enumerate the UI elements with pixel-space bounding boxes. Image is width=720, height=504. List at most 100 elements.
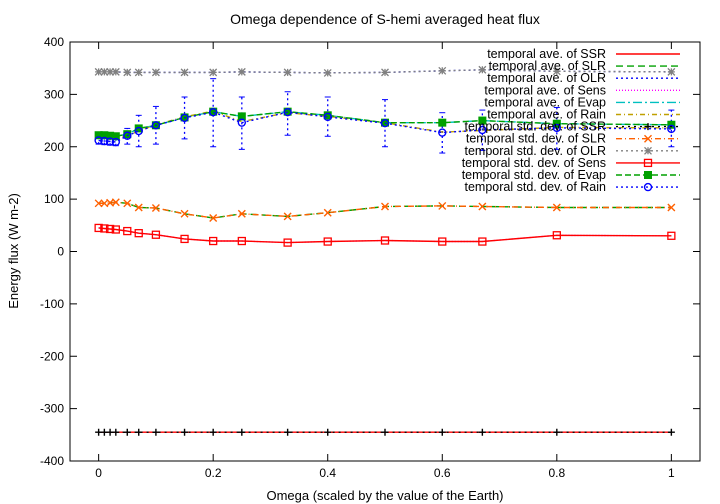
- data-point: [152, 428, 160, 436]
- data-point: [552, 123, 562, 133]
- data-point: [208, 107, 218, 117]
- legend-marker: [644, 123, 652, 131]
- data-point: [123, 131, 132, 140]
- data-point: [237, 67, 246, 76]
- data-point: [209, 213, 218, 222]
- y-tick-label: 0: [57, 245, 64, 259]
- data-point: [123, 226, 132, 236]
- data-point: [478, 65, 487, 74]
- legend-label: temporal ave. of OLR: [487, 71, 606, 85]
- legend-label: temporal ave. of Rain: [487, 108, 606, 122]
- data-point: [111, 132, 120, 141]
- data-point: [151, 204, 160, 213]
- data-point: [323, 68, 332, 77]
- series-1: [98, 201, 672, 219]
- data-point: [283, 107, 292, 117]
- y-tick-label: -100: [40, 297, 64, 311]
- data-point: [667, 67, 676, 76]
- x-tick-label: 0.8: [548, 466, 565, 480]
- data-point: [123, 199, 132, 208]
- y-tick-label: -200: [40, 349, 64, 363]
- data-point: [105, 137, 115, 146]
- data-point: [438, 128, 447, 137]
- data-point: [180, 68, 189, 77]
- x-tick-label: 0.4: [319, 466, 336, 480]
- legend-marker: [644, 146, 652, 155]
- data-point: [380, 118, 390, 128]
- data-point: [105, 224, 115, 234]
- data-point: [123, 68, 132, 77]
- data-point: [438, 428, 446, 436]
- data-point: [151, 230, 161, 239]
- x-tick-label: 0.6: [434, 466, 451, 480]
- data-point: [238, 428, 246, 436]
- data-point: [94, 67, 103, 76]
- legend-marker: [643, 182, 653, 192]
- y-tick-label: -300: [40, 402, 64, 416]
- series-9: [94, 223, 676, 247]
- data-point: [323, 208, 332, 217]
- series-8: [94, 65, 676, 77]
- data-point: [135, 428, 143, 436]
- series-6: [95, 428, 675, 436]
- x-tick-label: 0: [95, 466, 102, 480]
- legend-label: temporal std. dev. of Rain: [464, 180, 606, 194]
- legend-label: temporal std. dev. of SSR: [465, 120, 607, 134]
- data-point: [209, 236, 218, 246]
- data-point: [438, 201, 447, 210]
- data-point: [283, 212, 292, 221]
- data-point: [134, 68, 143, 77]
- data-point: [94, 223, 103, 233]
- data-point: [667, 203, 676, 212]
- data-point: [180, 113, 189, 123]
- data-point: [380, 236, 390, 245]
- data-point: [151, 68, 160, 77]
- data-point: [478, 237, 487, 246]
- legend-label: temporal ave. of SLR: [489, 59, 606, 73]
- data-point: [667, 124, 676, 134]
- legend-label: temporal ave. of Sens: [484, 83, 606, 97]
- x-axis-label: Omega (scaled by the value of the Earth): [266, 488, 503, 503]
- data-point: [553, 428, 561, 436]
- data-point: [237, 112, 246, 121]
- y-tick-label: 400: [44, 35, 64, 49]
- data-point: [94, 199, 103, 208]
- y-axis-label: Energy flux (W m-2): [6, 193, 21, 309]
- data-point: [237, 209, 246, 218]
- data-point: [552, 67, 561, 76]
- series-layer: [94, 65, 676, 436]
- y-tick-label: 100: [44, 192, 64, 206]
- data-point: [151, 121, 161, 130]
- chart-title: Omega dependence of S-hemi averaged heat…: [230, 11, 540, 27]
- data-point: [100, 136, 109, 146]
- y-tick-label: -400: [40, 454, 64, 468]
- data-point: [111, 67, 120, 76]
- series-line: [98, 201, 672, 219]
- data-point: [323, 237, 332, 246]
- data-point: [100, 67, 109, 76]
- y-tick-label: 300: [44, 87, 64, 101]
- data-point: [112, 428, 120, 436]
- data-point: [478, 428, 486, 436]
- data-point: [478, 116, 487, 125]
- x-tick-label: 1: [668, 466, 675, 480]
- data-point: [283, 68, 292, 77]
- legend-label: temporal ave. of Evap: [484, 95, 606, 109]
- data-point: [181, 428, 189, 436]
- data-point: [323, 112, 332, 122]
- series-7: [94, 198, 676, 222]
- data-point: [134, 124, 143, 133]
- data-point: [381, 428, 389, 436]
- data-point: [381, 68, 389, 77]
- legend-marker: [643, 158, 653, 168]
- data-point: [237, 236, 246, 246]
- legend-label: temporal ave. of SSR: [487, 47, 606, 61]
- data-point: [552, 203, 561, 212]
- data-point: [209, 68, 218, 77]
- data-point: [237, 118, 247, 127]
- data-point: [667, 428, 675, 436]
- data-point: [552, 231, 561, 240]
- data-point: [106, 67, 115, 76]
